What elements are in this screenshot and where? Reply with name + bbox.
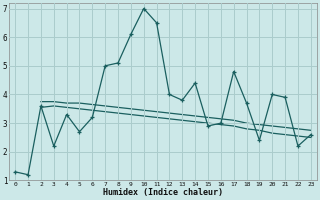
X-axis label: Humidex (Indice chaleur): Humidex (Indice chaleur) (103, 188, 223, 197)
